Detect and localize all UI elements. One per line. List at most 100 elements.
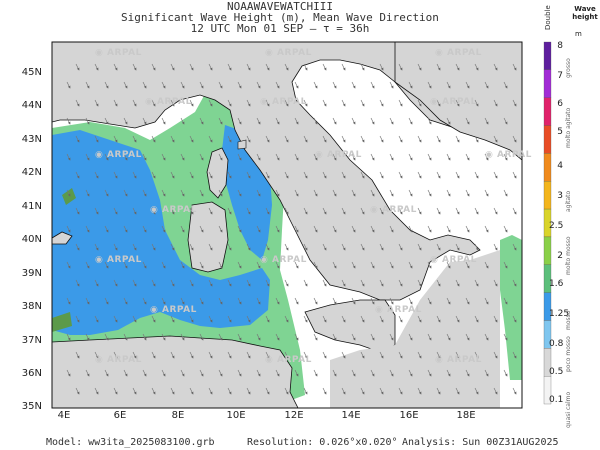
wave-zone-darkgreen — [52, 188, 76, 332]
wave-direction-arrow — [199, 117, 204, 125]
wave-direction-arrow — [208, 99, 213, 107]
wave-direction-arrow — [189, 315, 194, 323]
wave-direction-arrow — [341, 135, 346, 143]
wave-direction-arrow — [284, 207, 289, 215]
land-balearic — [52, 231, 73, 245]
wave-direction-arrow — [484, 117, 489, 125]
wave-direction-arrow — [246, 171, 251, 179]
wave-direction-arrow — [284, 63, 289, 71]
wave-direction-arrow — [465, 81, 470, 89]
wave-direction-arrow — [132, 63, 137, 71]
wave-direction-arrow — [161, 333, 166, 341]
wave-direction-arrow — [265, 135, 270, 143]
wave-direction-arrow — [503, 153, 508, 161]
wave-direction-arrow — [360, 351, 365, 359]
wave-direction-arrow — [161, 297, 166, 305]
wave-direction-arrow — [151, 315, 156, 323]
wave-direction-arrow — [170, 63, 175, 71]
wave-direction-arrow — [493, 99, 498, 107]
lon-label: 8E — [171, 410, 185, 421]
wave-direction-arrow — [199, 153, 204, 161]
wave-direction-arrow — [275, 225, 280, 233]
wave-direction-arrow — [417, 63, 422, 71]
wave-direction-arrow — [332, 369, 337, 377]
colorbar-swatch — [543, 376, 552, 405]
wave-direction-arrow — [294, 117, 299, 125]
wave-direction-arrow — [512, 99, 517, 107]
wave-direction-arrow — [455, 207, 460, 215]
wave-direction-arrow — [161, 117, 166, 125]
wave-direction-arrow — [474, 207, 479, 215]
wave-direction-arrow — [512, 63, 517, 71]
wave-direction-arrow — [493, 207, 498, 215]
wave-direction-arrow — [218, 369, 223, 377]
wave-direction-arrow — [408, 153, 413, 161]
wave-direction-arrow — [227, 171, 232, 179]
wave-direction-arrow — [94, 351, 99, 359]
wave-direction-arrow — [237, 297, 242, 305]
wave-direction-arrow — [161, 225, 166, 233]
wave-direction-arrow — [132, 99, 137, 107]
wave-direction-arrow — [170, 171, 175, 179]
wave-direction-arrow — [132, 171, 137, 179]
wave-direction-arrow — [151, 387, 156, 395]
wave-direction-arrow — [142, 261, 147, 269]
wave-direction-arrow — [465, 153, 470, 161]
wave-direction-arrow — [427, 117, 432, 125]
wave-direction-arrow — [132, 243, 137, 251]
watermark: ◉ ARPAL — [430, 97, 477, 107]
wave-direction-arrow — [484, 225, 489, 233]
wave-direction-arrow — [123, 189, 128, 197]
wave-direction-arrow — [237, 333, 242, 341]
wave-direction-arrow — [370, 225, 375, 233]
wave-direction-arrow — [523, 118, 526, 124]
wave-direction-arrow — [113, 99, 118, 107]
wave-direction-arrow — [66, 261, 71, 269]
colorbar-value: 4 — [557, 161, 563, 171]
wave-direction-arrow — [85, 117, 90, 125]
wave-direction-arrow — [474, 243, 479, 251]
wave-direction-arrow — [446, 189, 451, 197]
watermark: ◉ ARPAL — [150, 205, 197, 215]
wave-direction-arrow — [465, 225, 470, 233]
wave-direction-arrow — [265, 351, 270, 359]
wave-direction-arrow — [94, 279, 99, 287]
wave-direction-arrow — [484, 153, 489, 161]
wave-direction-arrow — [85, 369, 90, 377]
wave-direction-arrow — [303, 207, 308, 215]
wave-direction-arrow — [123, 81, 128, 89]
wave-direction-arrow — [398, 99, 403, 107]
wave-direction-arrow — [161, 261, 166, 269]
wave-direction-arrow — [341, 387, 346, 395]
wave-direction-arrow — [180, 117, 185, 125]
wave-direction-arrow — [360, 171, 365, 179]
wave-direction-arrow — [75, 315, 80, 323]
wave-direction-arrow — [313, 153, 318, 161]
wave-direction-arrow — [474, 171, 479, 179]
wave-direction-arrow — [123, 117, 128, 125]
wave-direction-arrow — [532, 352, 535, 358]
watermark: ◉ ARPAL — [435, 48, 482, 58]
wave-direction-arrow — [532, 316, 535, 322]
wave-direction-arrow — [322, 63, 327, 71]
wave-direction-arrow — [208, 135, 213, 143]
wave-direction-arrow — [427, 225, 432, 233]
wave-direction-arrow — [180, 333, 185, 341]
wave-direction-arrow — [180, 189, 185, 197]
wave-direction-arrow — [408, 189, 413, 197]
colorbar-value: 7 — [557, 71, 563, 81]
wave-direction-arrow — [256, 189, 261, 197]
wave-direction-arrow — [151, 279, 156, 287]
wave-direction-arrow — [379, 99, 384, 107]
footer-model: Model: ww3ita_2025083100.grb — [46, 437, 215, 448]
wave-direction-arrow — [341, 63, 346, 71]
wave-direction-arrow — [246, 207, 251, 215]
wave-direction-arrow — [484, 333, 489, 341]
wave-direction-arrow — [446, 81, 451, 89]
wave-direction-arrow — [474, 135, 479, 143]
wave-direction-arrow — [123, 297, 128, 305]
wave-direction-arrow — [256, 297, 261, 305]
wave-direction-arrow — [436, 171, 441, 179]
wave-direction-arrow — [237, 189, 242, 197]
wave-direction-arrow — [256, 117, 261, 125]
